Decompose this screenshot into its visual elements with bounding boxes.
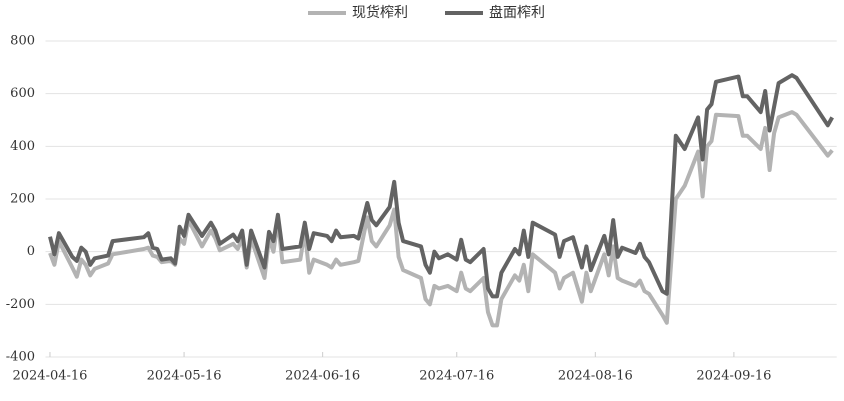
series-line bbox=[48, 110, 834, 328]
x-tick-label: 2024-09-16 bbox=[696, 369, 771, 384]
y-tick-label: 200 bbox=[10, 192, 35, 207]
x-tick-label: 2024-05-16 bbox=[147, 369, 222, 384]
series-line bbox=[48, 73, 834, 299]
x-tick-label: 2024-04-16 bbox=[12, 369, 87, 384]
legend-label: 盘面榨利 bbox=[489, 4, 545, 21]
y-tick-label: -200 bbox=[6, 297, 35, 312]
y-tick-label: 0 bbox=[27, 244, 35, 259]
y-tick-label: -400 bbox=[6, 350, 35, 365]
legend: 现货榨利 盘面榨利 bbox=[308, 4, 545, 21]
y-tick-label: 600 bbox=[10, 86, 35, 101]
legend-label: 现货榨利 bbox=[352, 4, 408, 21]
y-tick-label: 800 bbox=[10, 34, 35, 49]
x-tick-label: 2024-07-16 bbox=[419, 369, 494, 384]
x-tick-label: 2024-08-16 bbox=[558, 369, 633, 384]
x-tick-label: 2024-06-16 bbox=[285, 369, 360, 384]
y-tick-label: 400 bbox=[10, 139, 35, 154]
